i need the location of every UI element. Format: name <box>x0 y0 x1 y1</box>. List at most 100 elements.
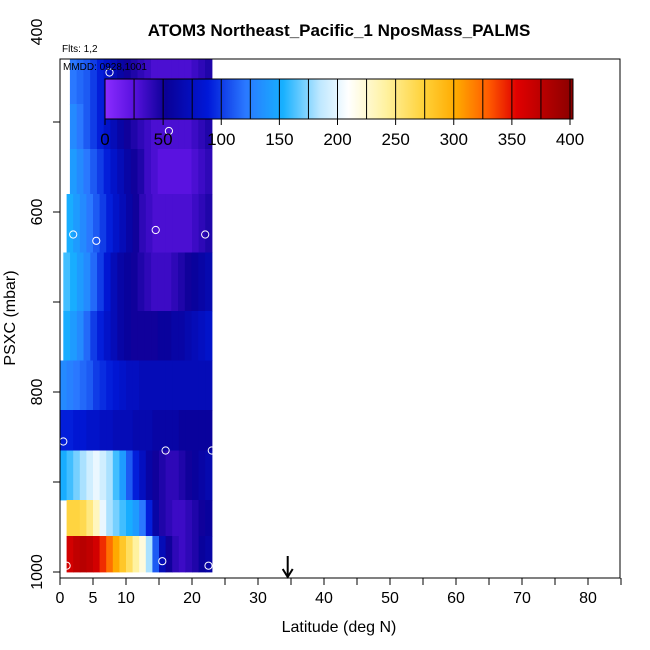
heatmap-cell <box>130 311 139 361</box>
heatmap-cell <box>150 104 159 150</box>
heatmap-cell <box>90 149 98 195</box>
heatmap-cell <box>99 500 107 537</box>
heatmap-cell <box>86 536 94 573</box>
heatmap-cell <box>145 450 153 501</box>
heatmap-cell <box>93 360 101 411</box>
colorbar-tick-label: 200 <box>323 130 351 149</box>
heatmap-cell <box>110 149 118 195</box>
heatmap-cell <box>86 450 94 501</box>
heatmap-cell <box>184 149 193 195</box>
heatmap-cell <box>184 104 193 150</box>
heatmap-cell <box>178 104 186 150</box>
sample-points <box>60 68 216 570</box>
heatmap-cell <box>73 410 81 451</box>
x-tick-label: 40 <box>315 590 333 607</box>
heatmap-cell <box>73 194 81 253</box>
heatmap-cell <box>124 252 132 312</box>
heatmap-cell <box>164 311 172 361</box>
x-tick-label: 0 <box>56 590 65 607</box>
heatmap-cell <box>117 104 125 150</box>
heatmap-cell <box>172 450 180 501</box>
colorbar-tick-label: 300 <box>440 130 468 149</box>
heatmap-cell <box>198 360 206 411</box>
heatmap-cell <box>132 450 140 501</box>
heatmap-cell <box>178 536 186 573</box>
heatmap-cell <box>93 194 101 253</box>
heatmap-cell <box>103 149 112 195</box>
heatmap-cell <box>126 410 134 451</box>
heatmap-cell <box>112 450 120 501</box>
colorbar-gradient <box>105 79 573 119</box>
y-tick-label: 1000 <box>29 554 46 590</box>
heatmap-cell <box>99 410 107 451</box>
heatmap-cell <box>132 360 140 411</box>
heatmap-cell <box>178 311 186 361</box>
colorbar-frame <box>104 78 574 120</box>
heatmap-cell <box>178 500 186 537</box>
heatmap-cell <box>73 450 81 501</box>
heatmap-cell <box>130 149 139 195</box>
heatmap-cell <box>132 500 140 537</box>
heatmap-cell <box>164 104 172 150</box>
heatmap-cell <box>112 536 120 573</box>
y-tick-label: 600 <box>29 199 46 226</box>
heatmap-cell <box>151 252 159 312</box>
heatmap-cell <box>110 311 118 361</box>
heatmap-cell <box>69 59 78 105</box>
heatmap-cell <box>99 536 107 573</box>
heatmap-cell <box>96 149 105 195</box>
heatmap-cell <box>112 360 120 411</box>
heatmap-cell <box>117 252 125 312</box>
heatmap-cell <box>136 0 143 50</box>
heatmap-cell <box>116 0 123 50</box>
sample-point <box>60 437 68 446</box>
heatmap-cell <box>144 252 152 312</box>
heatmap-cell <box>178 450 186 501</box>
x-tick-label: 50 <box>381 590 399 607</box>
heatmap-cell <box>192 360 200 411</box>
heatmap-cell <box>106 450 114 501</box>
heatmap-cell <box>151 311 159 361</box>
colorbar-tick-label: 0 <box>100 130 109 149</box>
heatmap-cell <box>172 410 180 451</box>
heatmap-cell <box>63 311 71 361</box>
heatmap-cell <box>185 410 193 451</box>
heatmap-cell <box>83 59 91 105</box>
heatmap-cell <box>90 59 98 105</box>
heatmap-cell <box>60 360 68 411</box>
heatmap-cell <box>70 0 77 50</box>
heatmap-cell <box>69 149 78 195</box>
heatmap-cell <box>139 410 147 451</box>
heatmap-cell <box>90 252 98 312</box>
arrow-head <box>281 568 294 579</box>
heatmap-cell <box>159 194 167 253</box>
heatmap-cell <box>139 360 147 411</box>
heatmap-cell <box>178 149 186 195</box>
heatmap-cell <box>90 311 98 361</box>
sample-point <box>158 557 167 566</box>
heatmap-cell <box>192 410 200 451</box>
x-tick-label: 5 <box>89 590 98 607</box>
heatmap-cell <box>90 104 98 150</box>
heatmap-cell <box>90 0 97 50</box>
heatmap-cell <box>178 410 186 451</box>
heatmap-cell <box>198 410 206 451</box>
heatmap-cell <box>83 0 90 50</box>
heatmap-cell <box>86 194 94 253</box>
heatmap-cell <box>110 252 118 312</box>
heatmap-cell <box>171 149 179 195</box>
heatmap-cell <box>137 252 145 312</box>
heatmap-cell <box>106 360 114 411</box>
x-tick-label: 70 <box>513 590 531 607</box>
heatmap-cell <box>205 360 213 411</box>
heatmap-cell <box>103 0 110 50</box>
x-tick-label: 10 <box>117 590 135 607</box>
heatmap-cell <box>171 104 179 150</box>
heatmap-cell <box>191 104 199 150</box>
heatmap-cell <box>93 450 101 501</box>
flights-label: Flts: 1,2 <box>62 44 98 55</box>
heatmap-cell <box>86 360 94 411</box>
heatmap-cell <box>137 149 145 195</box>
x-tick-label: 60 <box>447 590 465 607</box>
y-axis-label: PSXC (mbar) <box>2 270 19 365</box>
